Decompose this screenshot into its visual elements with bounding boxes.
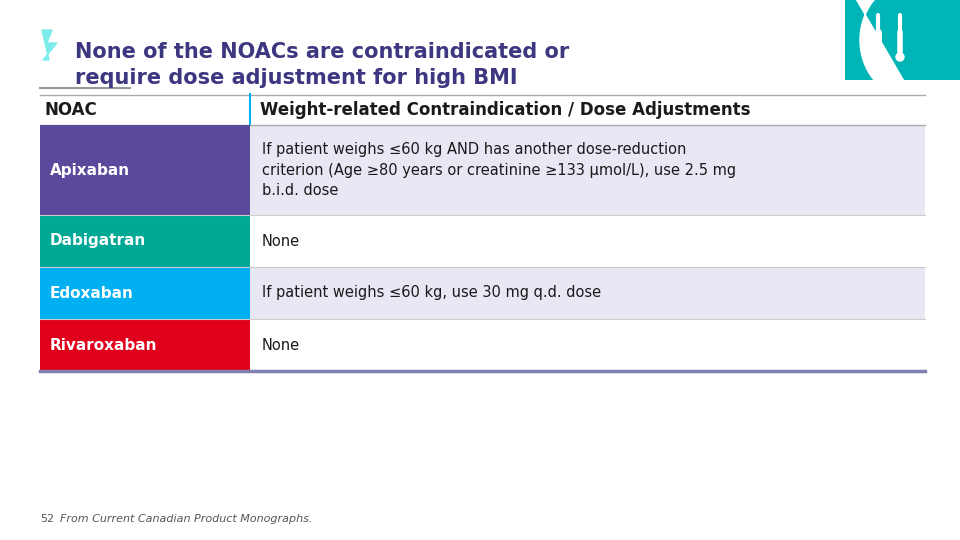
Polygon shape: [42, 30, 57, 60]
Text: If patient weighs ≤60 kg, use 30 mg q.d. dose: If patient weighs ≤60 kg, use 30 mg q.d.…: [262, 286, 601, 300]
Text: None of the NOACs are contraindicated or
require dose adjustment for high BMI: None of the NOACs are contraindicated or…: [75, 42, 569, 87]
Text: Apixaban: Apixaban: [50, 163, 131, 178]
Text: 52: 52: [40, 514, 54, 524]
FancyBboxPatch shape: [40, 267, 250, 319]
Polygon shape: [845, 0, 915, 100]
FancyBboxPatch shape: [40, 267, 925, 319]
Text: Rivaroxaban: Rivaroxaban: [50, 338, 157, 353]
Text: Dabigatran: Dabigatran: [50, 233, 146, 248]
Circle shape: [873, 52, 883, 62]
FancyBboxPatch shape: [40, 125, 250, 215]
FancyBboxPatch shape: [40, 215, 925, 267]
Circle shape: [896, 53, 904, 61]
FancyBboxPatch shape: [40, 319, 925, 371]
Text: None: None: [262, 233, 300, 248]
Text: None: None: [262, 338, 300, 353]
Text: If patient weighs ≤60 kg AND has another dose-reduction
criterion (Age ≥80 years: If patient weighs ≤60 kg AND has another…: [262, 142, 736, 198]
FancyBboxPatch shape: [40, 319, 250, 371]
Text: NOAC: NOAC: [45, 101, 98, 119]
FancyBboxPatch shape: [845, 0, 960, 80]
Text: From Current Canadian Product Monographs.: From Current Canadian Product Monographs…: [60, 514, 312, 524]
Text: Edoxaban: Edoxaban: [50, 286, 133, 300]
FancyBboxPatch shape: [40, 215, 250, 267]
Text: Weight-related Contraindication / Dose Adjustments: Weight-related Contraindication / Dose A…: [260, 101, 751, 119]
FancyBboxPatch shape: [40, 125, 925, 215]
